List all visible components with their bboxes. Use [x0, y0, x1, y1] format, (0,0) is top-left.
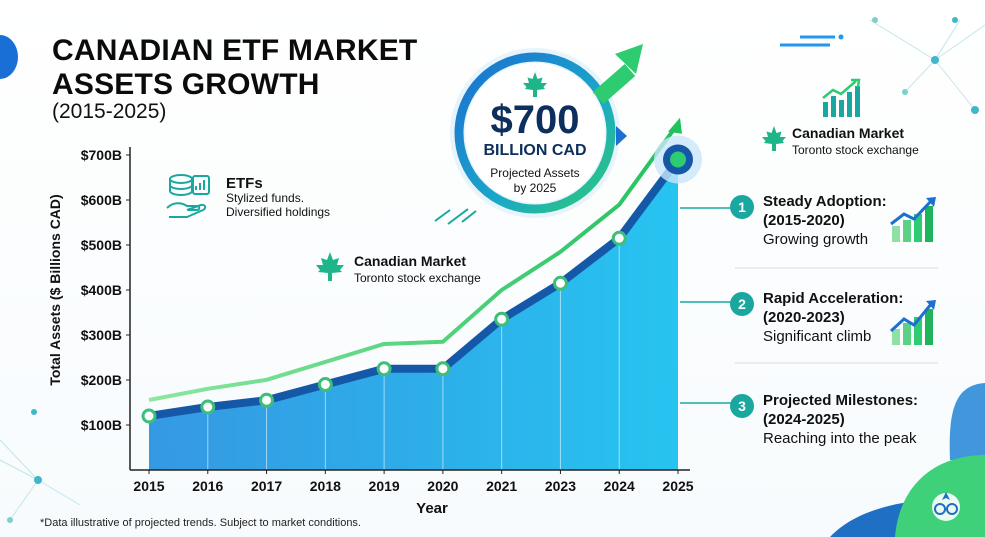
annotation-description: Growing growth [763, 231, 869, 248]
callout-line2: by 2025 [513, 181, 557, 195]
data-point [200, 399, 216, 415]
x-tick-label: 2020 [427, 478, 458, 494]
x-tick-label: 2018 [310, 478, 341, 494]
market-legend-title: Canadian Market [354, 253, 467, 269]
projection-callout-graphic [434, 44, 643, 225]
maple-leaf-icon [762, 126, 786, 151]
data-point [494, 311, 510, 327]
y-tick-label: $400B [81, 282, 122, 298]
etf-legend-title: ETFs [226, 175, 263, 192]
data-point [611, 230, 627, 246]
annotation-number-badge: 1 [730, 195, 754, 219]
data-point [141, 408, 157, 424]
y-tick-label: $100B [81, 417, 122, 433]
trend-highlight-line [148, 122, 680, 402]
y-tick-label: $600B [81, 192, 122, 208]
annotation-title: Steady Adoption: [763, 193, 887, 210]
annotation-description: Reaching into the peak [763, 430, 917, 447]
footnote: *Data illustrative of projected trends. … [40, 517, 361, 529]
series-line [148, 157, 682, 420]
x-tick-label: 2023 [545, 478, 576, 494]
etf-legend-line1: Stylized funds. [226, 191, 305, 205]
y-tick-label: $500B [81, 237, 122, 253]
y-tick-label: $700B [81, 147, 122, 163]
annotation-period: (2015-2020) [763, 212, 845, 229]
page-subtitle: (2015-2025) [52, 100, 167, 123]
data-point-center [670, 151, 686, 168]
annotation-description: Significant climb [763, 328, 872, 345]
annotation-connectors [680, 207, 938, 404]
area-fill [149, 159, 678, 470]
data-point [317, 377, 333, 392]
x-tick-label: 2025 [662, 478, 693, 494]
callout-amount: $700 [490, 98, 580, 142]
page-title: CANADIAN ETF MARKET ASSETS GROWTH [52, 34, 418, 101]
market-legend-right-subtitle: Toronto stock exchange [792, 143, 919, 157]
trend-arrowhead [668, 117, 682, 134]
y-tick-label: $200B [81, 372, 122, 388]
maple-leaf-icon [316, 252, 344, 281]
etf-coins-icon [166, 174, 210, 218]
annotation-title: Projected Milestones: [763, 392, 919, 409]
etf-legend-line2: Diversified holdings [226, 205, 331, 219]
market-legend-subtitle: Toronto stock exchange [354, 271, 481, 285]
data-point [552, 275, 568, 291]
data-point [376, 361, 392, 377]
annotation-number-badge: 2 [730, 292, 754, 316]
callout-unit: BILLION CAD [483, 142, 587, 159]
trend-up-icon [890, 197, 936, 242]
market-legend-right-title: Canadian Market [792, 125, 905, 141]
data-point [259, 392, 275, 408]
trend-up-icon [889, 300, 936, 345]
data-point [435, 361, 451, 377]
annotation-period: (2020-2023) [763, 309, 845, 326]
annotation-title: Rapid Acceleration: [763, 290, 904, 307]
x-axis-label: Year [416, 500, 448, 517]
x-tick-label: 2024 [604, 478, 635, 494]
growth-bars-icon [822, 78, 861, 117]
y-axis-label: Total Assets ($ Billions CAD) [47, 194, 63, 385]
annotation-period: (2024-2025) [763, 411, 845, 428]
annotation-number-badge: 3 [730, 394, 754, 418]
x-tick-label: 2017 [251, 478, 282, 494]
x-tick-label: 2015 [133, 478, 164, 494]
callout-line1: Projected Assets [490, 166, 580, 180]
x-tick-label: 2016 [192, 478, 223, 494]
x-tick-label: 2019 [369, 478, 400, 494]
y-tick-label: $300B [81, 327, 122, 343]
x-tick-label: 2021 [486, 478, 517, 494]
